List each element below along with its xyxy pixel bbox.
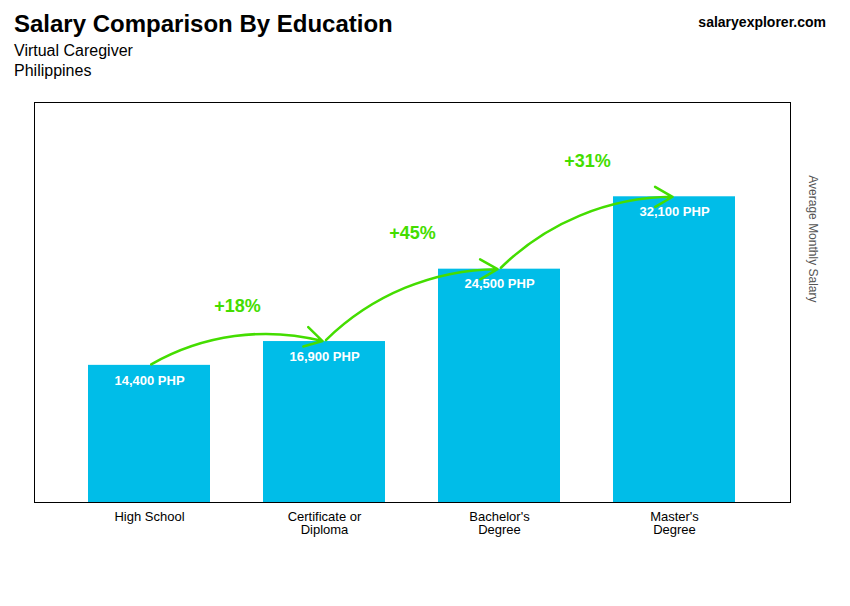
html-text:Philippines: Philippines (14, 62, 92, 79)
html-text:Virtual Caregiver: Virtual Caregiver (14, 42, 133, 59)
svg-text:32,100 PHP: 32,100 PHP (639, 204, 709, 219)
svg-text:16,900 PHP: 16,900 PHP (289, 349, 359, 364)
svg-text:14,400 PHP: 14,400 PHP (114, 373, 184, 388)
html-text:salaryexplorer.com: salaryexplorer.com (698, 14, 826, 30)
svg-text:Certificate orDiploma: Certificate orDiploma (288, 509, 362, 537)
svg-text:+31%: +31% (564, 151, 611, 171)
svg-text:24,500 PHP: 24,500 PHP (464, 276, 534, 291)
svg-text:Average Monthly Salary: Average Monthly Salary (806, 175, 820, 302)
svg-text:+45%: +45% (389, 223, 436, 243)
svg-text:Bachelor'sDegree: Bachelor'sDegree (469, 509, 530, 537)
svg-text:Master'sDegree: Master'sDegree (650, 509, 699, 537)
svg-text:+18%: +18% (214, 296, 261, 316)
html-text:Salary Comparison By Education: Salary Comparison By Education (14, 10, 393, 37)
svg-text:High School: High School (114, 509, 184, 524)
